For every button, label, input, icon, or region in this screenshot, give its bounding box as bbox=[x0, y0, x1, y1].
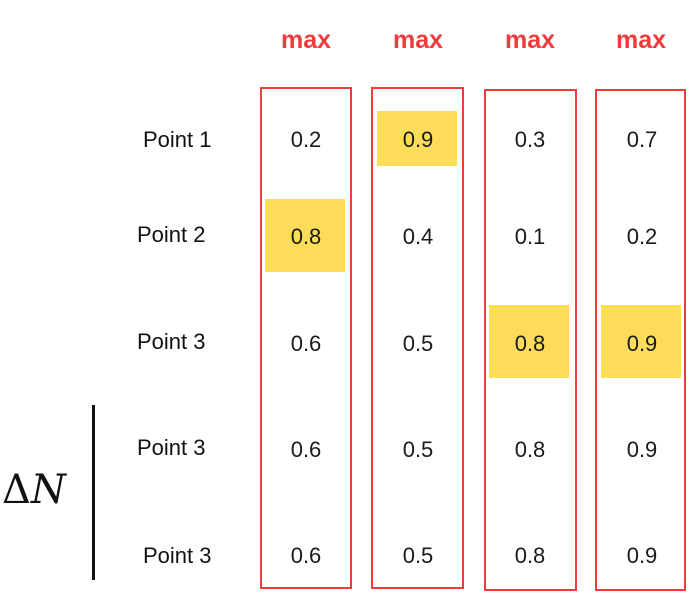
column-box-3 bbox=[484, 89, 577, 591]
table-cell: 0.8 bbox=[514, 543, 546, 568]
table-cell: 0.2 bbox=[626, 224, 658, 249]
highlight-col4-point3 bbox=[601, 305, 681, 378]
table-cell: 0.9 bbox=[626, 437, 658, 462]
table-cell: 0.6 bbox=[290, 543, 322, 568]
delta-n-label: ΔN bbox=[2, 466, 66, 514]
table-cell: 0.5 bbox=[402, 437, 434, 462]
table-cell: 0.5 bbox=[402, 543, 434, 568]
row-label-point-3c: Point 3 bbox=[143, 543, 212, 568]
row-label-point-1: Point 1 bbox=[143, 127, 212, 152]
column-box-1 bbox=[260, 87, 352, 589]
row-label-point-3b: Point 3 bbox=[137, 435, 206, 460]
table-cell: 0.9 bbox=[626, 331, 658, 356]
delta-n-bracket-line bbox=[92, 405, 95, 580]
table-cell: 0.1 bbox=[514, 224, 546, 249]
table-cell: 0.8 bbox=[514, 437, 546, 462]
column-header-1: max bbox=[280, 26, 332, 54]
table-cell: 0.9 bbox=[626, 543, 658, 568]
table-cell: 0.3 bbox=[514, 127, 546, 152]
table-cell: 0.6 bbox=[290, 437, 322, 462]
n-variable: N bbox=[30, 467, 66, 513]
table-cell: 0.8 bbox=[290, 224, 322, 249]
highlight-col2-point1 bbox=[377, 111, 457, 166]
column-header-2: max bbox=[392, 26, 444, 54]
highlight-col3-point3 bbox=[489, 305, 569, 378]
column-header-3: max bbox=[504, 26, 556, 54]
column-box-2 bbox=[371, 87, 464, 589]
row-label-point-2: Point 2 bbox=[137, 222, 206, 247]
delta-symbol: Δ bbox=[2, 467, 31, 513]
table-cell: 0.4 bbox=[402, 224, 434, 249]
row-label-point-3a: Point 3 bbox=[137, 329, 206, 354]
column-box-4 bbox=[595, 89, 686, 591]
highlight-col1-point2 bbox=[265, 199, 345, 272]
table-cell: 0.5 bbox=[402, 331, 434, 356]
table-cell: 0.2 bbox=[290, 127, 322, 152]
table-cell: 0.8 bbox=[514, 331, 546, 356]
table-cell: 0.9 bbox=[402, 127, 434, 152]
table-cell: 0.7 bbox=[626, 127, 658, 152]
column-header-4: max bbox=[615, 26, 667, 54]
table-cell: 0.6 bbox=[290, 331, 322, 356]
